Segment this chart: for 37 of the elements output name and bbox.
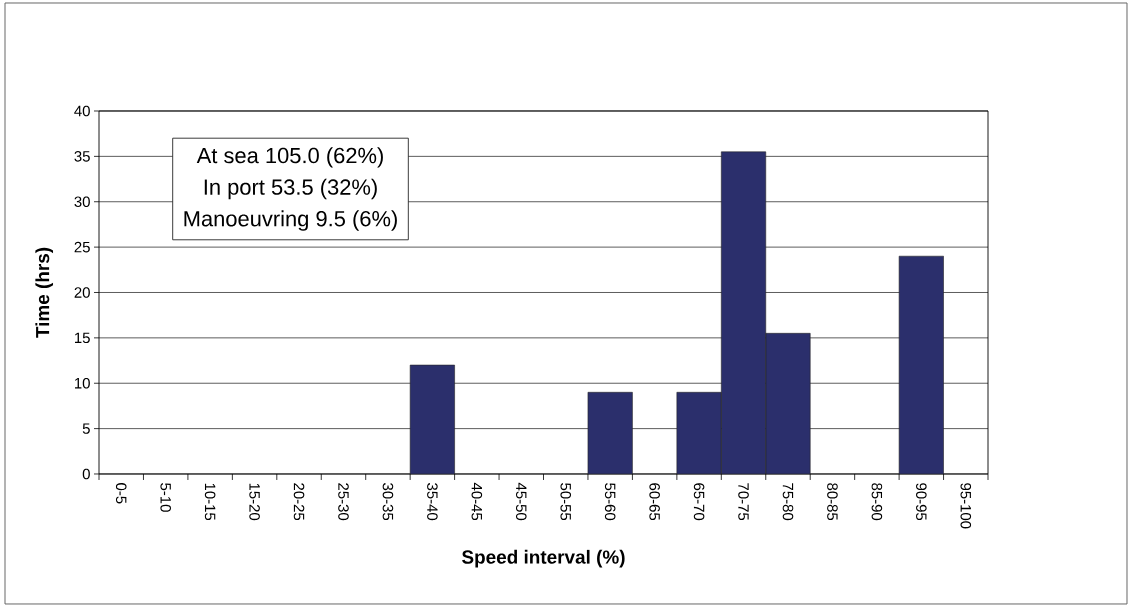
y-tick-label: 35 xyxy=(74,151,90,162)
y-tick-label: 5 xyxy=(82,423,90,434)
x-tick-label: 20-25 xyxy=(293,483,305,521)
x-tick-label: 65-70 xyxy=(693,483,705,521)
x-tick-label: 85-90 xyxy=(871,483,883,521)
y-tick-label: 40 xyxy=(74,105,90,117)
annotation: At sea 105.0 (62%) xyxy=(196,147,383,168)
x-tick-label: 40-45 xyxy=(471,482,483,521)
y-tick-label: 25 xyxy=(74,241,90,253)
x-tick-label: 25-30 xyxy=(338,483,349,521)
x-tick-label: 30-35 xyxy=(382,483,394,521)
y-axis-title: Time (hrs) xyxy=(35,247,54,338)
x-tick-label: 95-100 xyxy=(960,483,972,529)
y-tick-label: 10 xyxy=(75,377,90,389)
y-tick-label: 0 xyxy=(82,468,90,480)
bar xyxy=(898,255,944,474)
x-tick-label: 35-40 xyxy=(427,483,438,521)
x-tick-label: 70-75 xyxy=(738,483,749,521)
y-tick-label: 15 xyxy=(75,332,90,344)
x-tick-label: 60-65 xyxy=(649,483,660,521)
x-axis-title: Speed interval (%) xyxy=(462,549,625,568)
x-tick-label: 50-55 xyxy=(560,483,572,521)
bar xyxy=(409,364,455,474)
y-tick-label: 20 xyxy=(74,287,90,298)
x-tick-label: 80-85 xyxy=(827,483,838,521)
x-tick-label: 90-95 xyxy=(916,483,927,521)
bar xyxy=(587,392,633,474)
x-tick-label: 15-20 xyxy=(249,483,260,521)
x-tick-label: 0-5 xyxy=(115,483,127,504)
x-tick-label: 45-50 xyxy=(516,482,527,521)
x-tick-label: 55-60 xyxy=(604,483,616,521)
annotation: Manoeuvring 9.5 (6%) xyxy=(184,210,397,231)
x-tick-label: 75-80 xyxy=(782,483,794,521)
annotation: In port 53.5 (32%) xyxy=(204,178,377,200)
x-tick-label: 5-10 xyxy=(160,483,171,512)
y-tick-label: 30 xyxy=(74,196,90,208)
x-tick-label: 10-15 xyxy=(204,483,216,521)
